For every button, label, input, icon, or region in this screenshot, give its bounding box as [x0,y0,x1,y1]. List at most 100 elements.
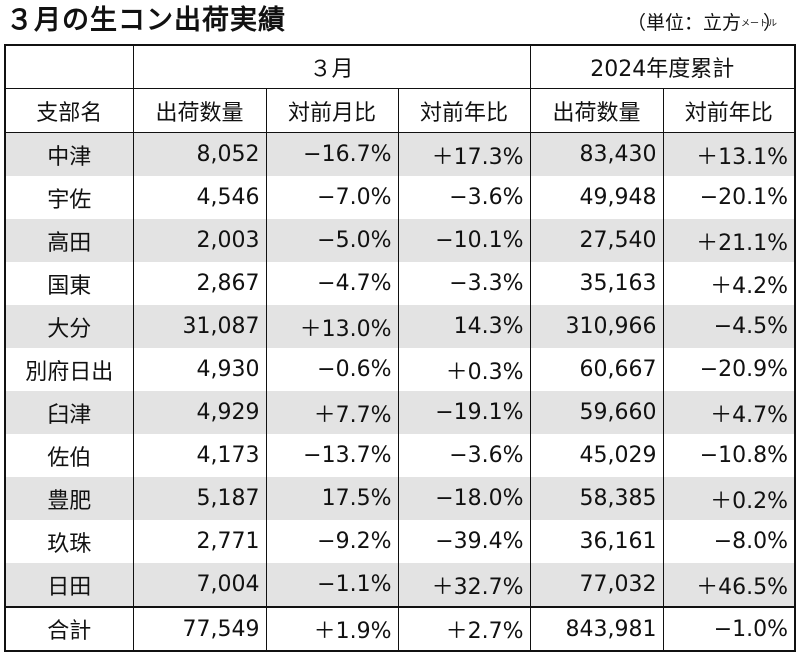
header-shipments: 出荷数量 [132,88,267,133]
mom-change: −5.0% [265,219,399,262]
mom-change: −13.7% [265,434,399,477]
ytd-yoy-change: −20.1% [662,176,797,219]
ytd-yoy-change: ＋13.1% [662,132,797,176]
branch-name: 玖珠 [4,520,134,563]
shipment-qty: 2,867 [132,262,267,305]
branch-name: 国東 [4,262,134,305]
unit-note: （単位：立方メートル） [627,8,782,38]
ytd-qty: 843,981 [529,606,664,651]
header-branch: 支部名 [4,88,134,133]
yoy-change: −19.1% [397,391,531,434]
table-row: 豊肥 5,187 17.5% −18.0% 58,385 ＋0.2% [4,477,797,520]
ytd-qty: 58,385 [529,477,664,520]
ytd-yoy-change: −4.5% [662,305,797,348]
table-row: 佐伯 4,173 −13.7% −3.6% 45,029 −10.8% [4,434,797,477]
table-column-header: 支部名 出荷数量 対前月比 対前年比 出荷数量 対前年比 [4,88,797,133]
shipment-qty: 2,003 [132,219,267,262]
branch-name: 別府日出 [4,348,134,391]
yoy-change: −39.4% [397,520,531,563]
shipment-qty: 77,549 [132,606,267,651]
mom-change: ＋13.0% [265,305,399,348]
table-body: 中津 8,052 −16.7% ＋17.3% 83,430 ＋13.1% 宇佐 4,546 −7… [4,132,797,651]
ytd-qty: 59,660 [529,391,664,434]
header-group-month: ３月 [132,45,531,89]
branch-name: 臼津 [4,391,134,434]
header-yoy: 対前年比 [397,88,531,133]
ytd-yoy-change: −8.0% [662,520,797,563]
branch-name: 合計 [4,606,134,651]
branch-name: 豊肥 [4,477,134,520]
table-row: 高田 2,003 −5.0% −10.1% 27,540 ＋21.1% [4,219,797,262]
table-row: 玖珠 2,771 −9.2% −39.4% 36,161 −8.0% [4,520,797,563]
unit-suffix: ） [762,12,782,34]
table-row: 別府日出 4,930 −0.6% ＋0.3% 60,667 −20.9% [4,348,797,391]
yoy-change: ＋2.7% [397,606,531,651]
table-group-header: ３月 2024年度累計 [4,45,797,89]
table-row: 宇佐 4,546 −7.0% −3.6% 49,948 −20.1% [4,176,797,219]
shipment-qty: 8,052 [132,132,267,176]
shipment-qty: 4,929 [132,391,267,434]
mom-change: −9.2% [265,520,399,563]
ytd-yoy-change: ＋46.5% [662,563,797,607]
mom-change: −1.1% [265,563,399,607]
branch-name: 日田 [4,563,134,607]
ytd-yoy-change: −20.9% [662,348,797,391]
shipment-qty: 5,187 [132,477,267,520]
table-row: 日田 7,004 −1.1% ＋32.7% 77,032 ＋46.5% [4,563,797,607]
ytd-qty: 49,948 [529,176,664,219]
header-group-ytd: 2024年度累計 [529,45,797,89]
table-row: 臼津 4,929 ＋7.7% −19.1% 59,660 ＋4.7% [4,391,797,434]
header-ytd-yoy: 対前年比 [662,88,797,133]
branch-name: 中津 [4,132,134,176]
ytd-yoy-change: −10.8% [662,434,797,477]
mom-change: −16.7% [265,132,399,176]
header-blank-cell [4,45,134,89]
ytd-qty: 36,161 [529,520,664,563]
yoy-change: −18.0% [397,477,531,520]
ytd-yoy-change: −1.0% [662,606,797,651]
mom-change: ＋7.7% [265,391,399,434]
ytd-yoy-change: ＋4.2% [662,262,797,305]
yoy-change: −3.6% [397,434,531,477]
page-title: ３月の生コン出荷実績 [6,5,286,36]
yoy-change: ＋0.3% [397,348,531,391]
table-row: 大分 31,087 ＋13.0% 14.3% 310,966 −4.5% [4,305,797,348]
shipment-qty: 2,771 [132,520,267,563]
yoy-change: −3.6% [397,176,531,219]
branch-name: 大分 [4,305,134,348]
branch-name: 宇佐 [4,176,134,219]
yoy-change: 14.3% [397,305,531,348]
shipment-table: ３月 2024年度累計 支部名 出荷数量 対前月比 対前年比 出荷数量 対前年比… [4,44,797,652]
ytd-qty: 35,163 [529,262,664,305]
ytd-qty: 77,032 [529,563,664,607]
shipment-qty: 4,173 [132,434,267,477]
header-mom: 対前月比 [265,88,399,133]
total-row: 合計 77,549 ＋1.9% ＋2.7% 843,981 −1.0% [4,606,797,651]
ytd-yoy-change: ＋4.7% [662,391,797,434]
table-row: 中津 8,052 −16.7% ＋17.3% 83,430 ＋13.1% [4,132,797,176]
yoy-change: −10.1% [397,219,531,262]
shipment-qty: 7,004 [132,563,267,607]
mom-change: 17.5% [265,477,399,520]
ytd-qty: 45,029 [529,434,664,477]
mom-change: ＋1.9% [265,606,399,651]
branch-name: 佐伯 [4,434,134,477]
ytd-yoy-change: ＋0.2% [662,477,797,520]
header-ytd-shipments: 出荷数量 [529,88,664,133]
mom-change: −4.7% [265,262,399,305]
unit-prefix: （単位：立方 [626,12,741,34]
ytd-qty: 310,966 [529,305,664,348]
table-row: 国東 2,867 −4.7% −3.3% 35,163 ＋4.2% [4,262,797,305]
ytd-qty: 27,540 [529,219,664,262]
ytd-qty: 83,430 [529,132,664,176]
unit-small: メートル [740,18,777,29]
yoy-change: ＋17.3% [397,132,531,176]
branch-name: 高田 [4,219,134,262]
shipment-qty: 4,930 [132,348,267,391]
yoy-change: ＋32.7% [397,563,531,607]
ytd-yoy-change: ＋21.1% [662,219,797,262]
mom-change: −7.0% [265,176,399,219]
shipment-qty: 4,546 [132,176,267,219]
shipment-qty: 31,087 [132,305,267,348]
ytd-qty: 60,667 [529,348,664,391]
